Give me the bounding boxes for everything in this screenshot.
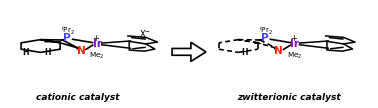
Text: H: H — [242, 48, 248, 57]
Text: N: N — [274, 46, 283, 56]
Text: N: N — [77, 46, 85, 56]
Polygon shape — [172, 42, 206, 61]
Text: $^i$Pr$_2$: $^i$Pr$_2$ — [259, 24, 273, 37]
Text: H: H — [44, 48, 50, 57]
Text: Ir: Ir — [290, 39, 299, 49]
Text: P: P — [261, 33, 268, 43]
Text: Ir: Ir — [93, 39, 102, 49]
Text: P: P — [63, 33, 71, 43]
Text: $^i$Pr$_2$: $^i$Pr$_2$ — [61, 24, 75, 37]
Text: X$^{-}$: X$^{-}$ — [138, 28, 151, 39]
Text: H: H — [22, 48, 28, 57]
Text: +: + — [93, 34, 99, 43]
Text: $-$: $-$ — [252, 37, 262, 47]
Text: Me$_2$: Me$_2$ — [287, 51, 302, 61]
Text: zwitterionic catalyst: zwitterionic catalyst — [237, 93, 341, 102]
Text: +: + — [290, 34, 297, 43]
Text: Me$_2$: Me$_2$ — [89, 51, 105, 61]
Text: cationic catalyst: cationic catalyst — [36, 93, 120, 102]
